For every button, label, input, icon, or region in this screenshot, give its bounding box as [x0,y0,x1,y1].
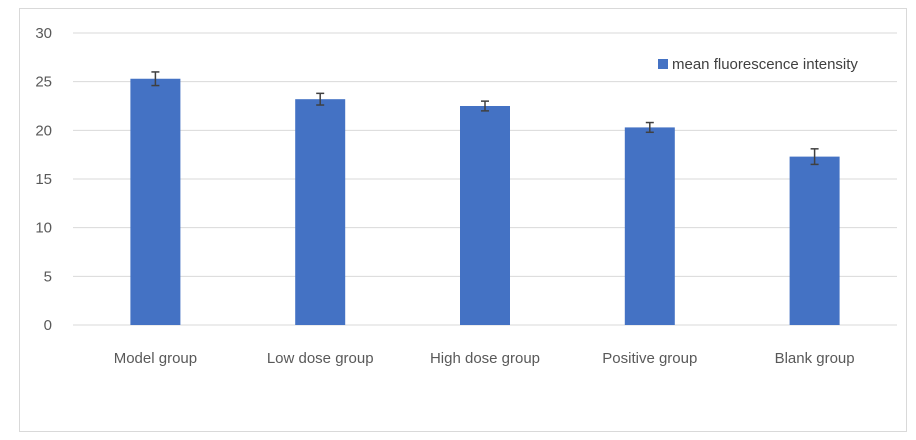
error-bar [645,121,654,134]
x-tick-label: Model group [114,350,197,367]
x-tick-label: High dose group [430,350,540,367]
y-axis-tick-labels: 0 5 10 15 20 25 30 [35,25,52,334]
error-bars [151,71,819,166]
x-tick-label: Positive group [602,350,697,367]
y-tick-label: 0 [44,317,52,334]
y-tick-label: 25 [35,74,52,91]
y-tick-label: 15 [35,171,52,188]
legend-swatch [658,59,668,69]
bar [130,78,181,325]
bar [460,106,510,325]
error-bar [481,100,489,112]
y-tick-label: 20 [35,122,52,139]
x-tick-label: Blank group [775,350,855,367]
legend-label: mean fluorescence intensity [672,56,858,73]
error-bar [810,148,819,166]
x-axis-tick-labels: Model group Low dose group High dose group… [114,350,855,367]
bar [789,156,840,325]
error-bar [316,92,325,106]
error-bar [151,71,160,87]
y-tick-label: 10 [35,220,52,237]
legend: mean fluorescence intensity [658,56,858,73]
y-tick-label: 5 [44,268,52,285]
bar [624,127,675,325]
bar [295,99,346,325]
y-tick-label: 30 [35,25,52,42]
x-tick-label: Low dose group [267,350,374,367]
bars [130,78,840,325]
